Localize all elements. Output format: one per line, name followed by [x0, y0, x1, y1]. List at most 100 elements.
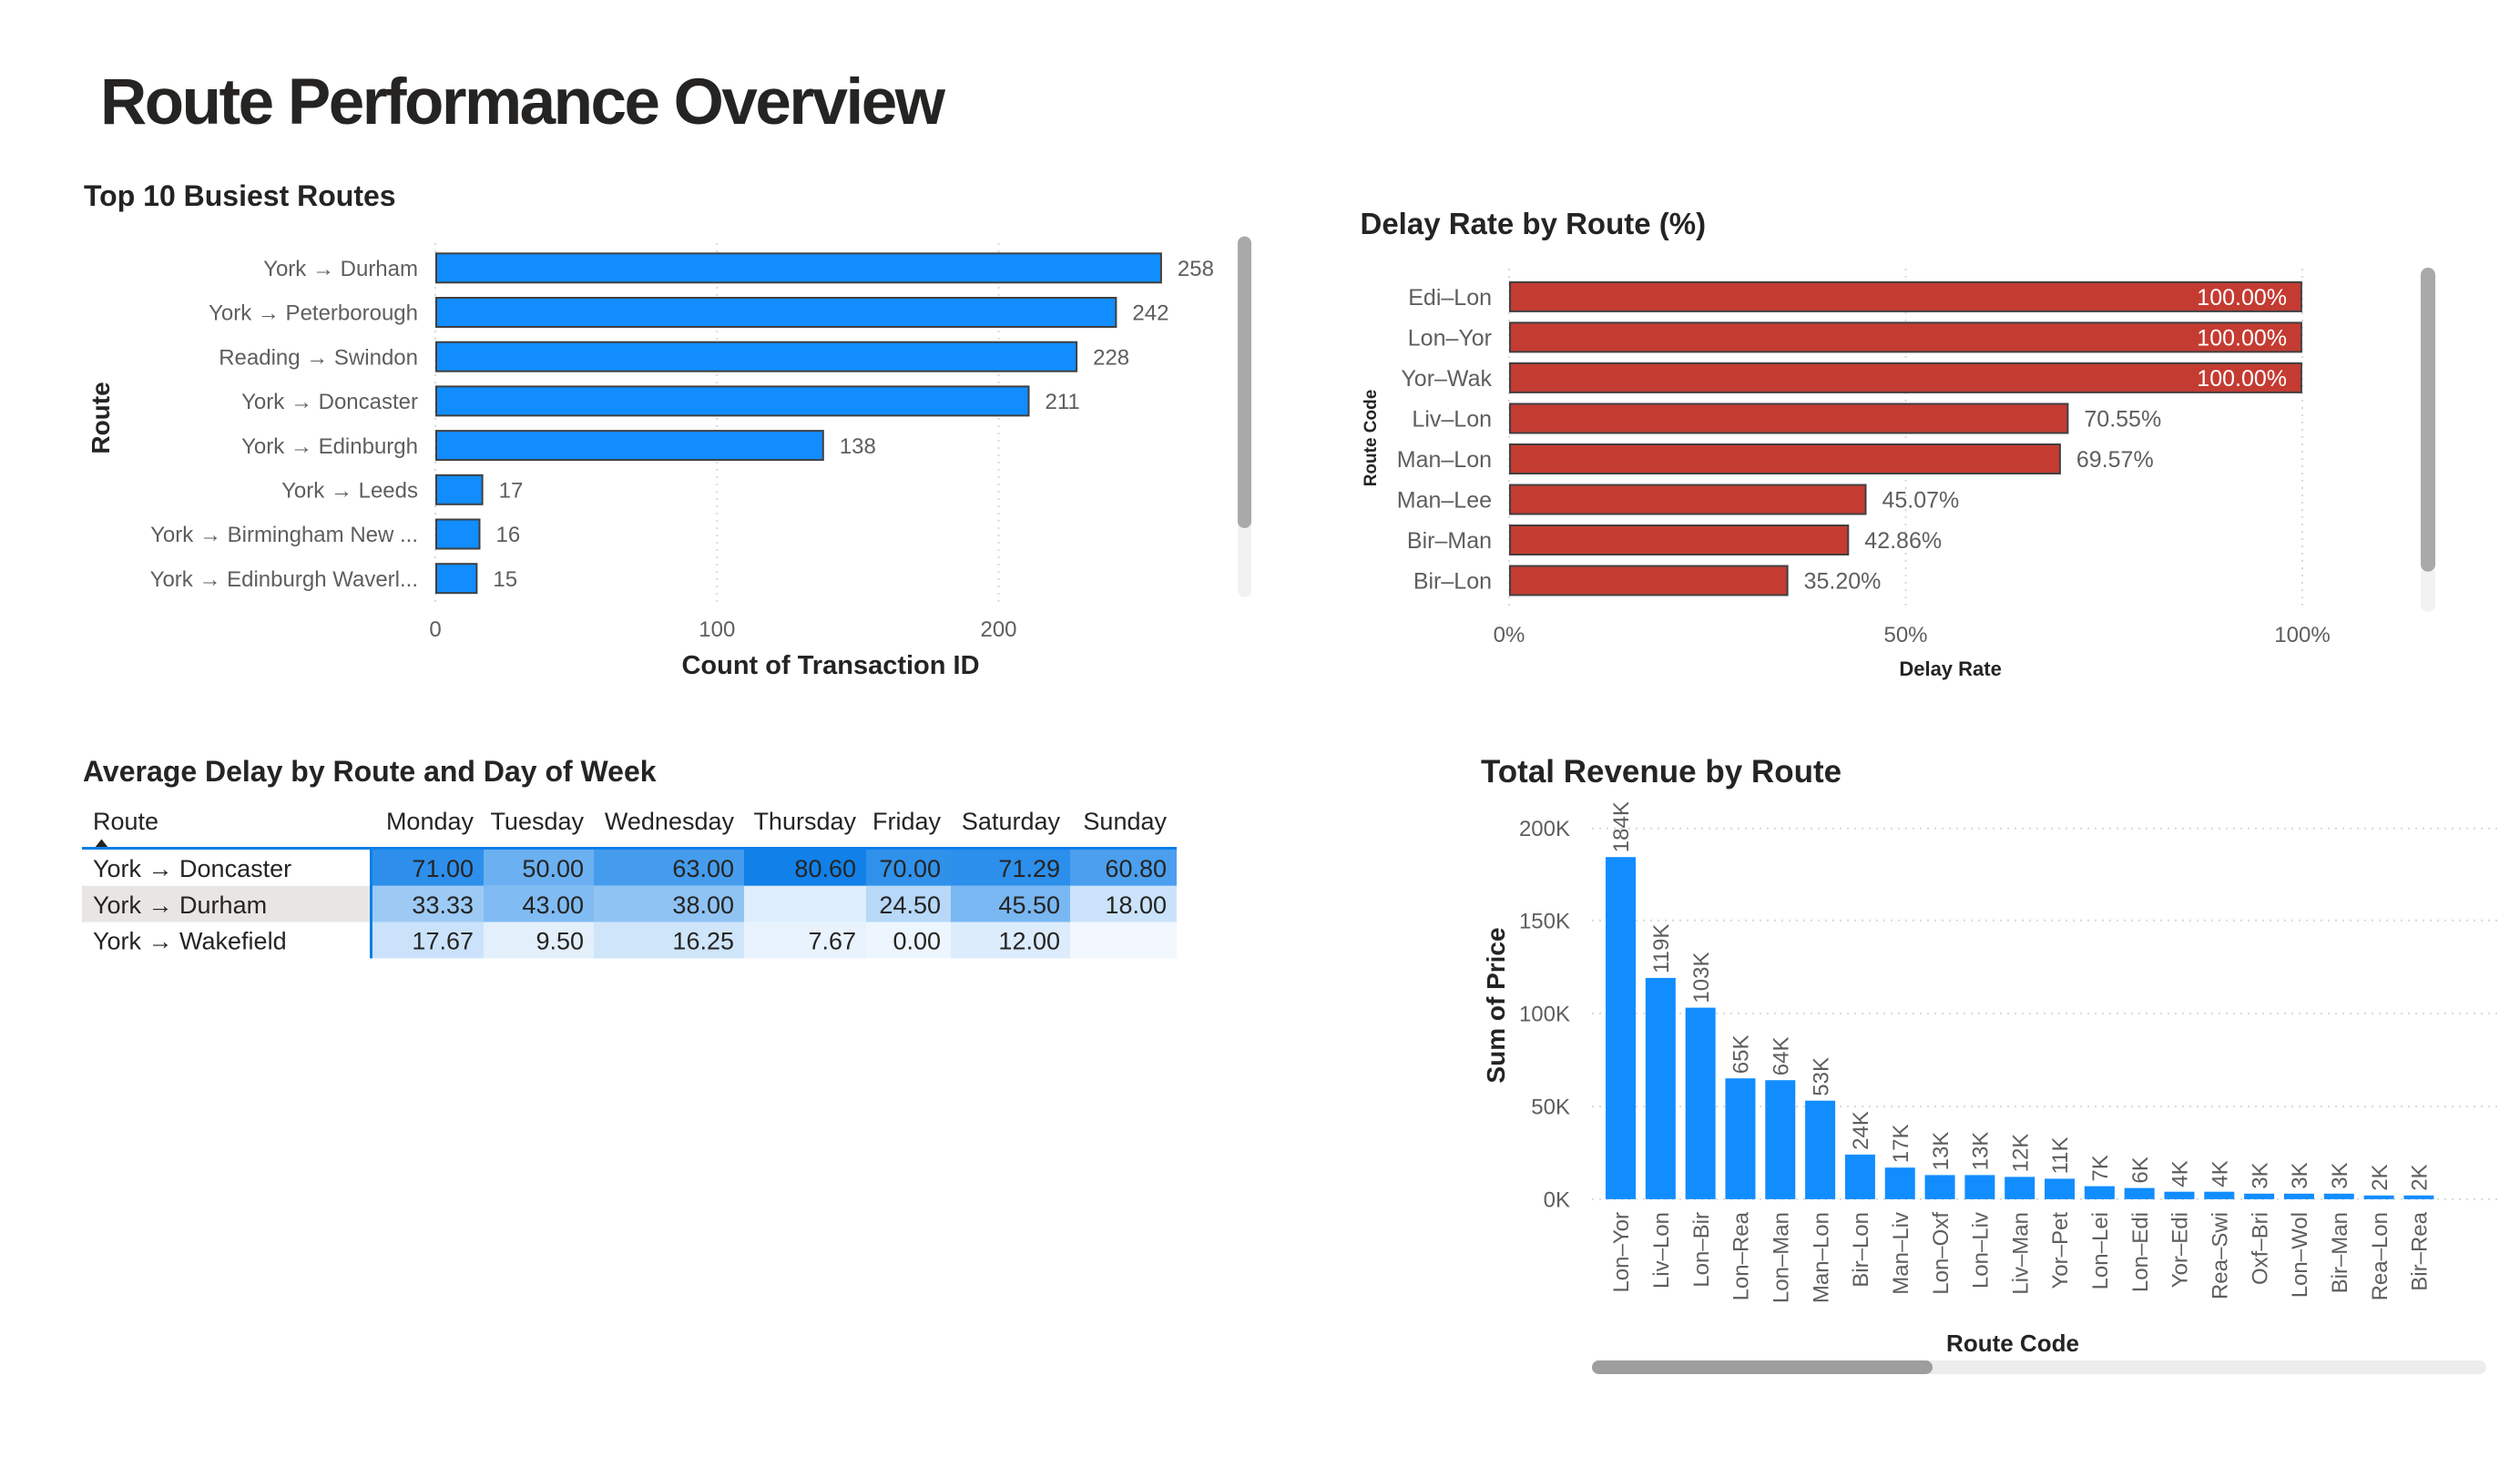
- svg-text:Yor–Wak: Yor–Wak: [1401, 366, 1492, 392]
- svg-text:35.20%: 35.20%: [1804, 569, 1882, 595]
- svg-text:Route: Route: [87, 382, 115, 453]
- svg-text:Lon–Yor: Lon–Yor: [1408, 325, 1492, 351]
- svg-text:69.57%: 69.57%: [2076, 447, 2154, 473]
- svg-text:Total Revenue by Route: Total Revenue by Route: [1481, 754, 1842, 790]
- svg-text:11K: 11K: [2048, 1136, 2073, 1174]
- svg-text:15: 15: [493, 567, 517, 592]
- svg-text:7.67: 7.67: [808, 928, 856, 955]
- svg-text:Lon–Edi: Lon–Edi: [2128, 1212, 2153, 1292]
- svg-text:Thursday: Thursday: [753, 808, 856, 835]
- svg-text:Rea–Lon: Rea–Lon: [2368, 1212, 2392, 1300]
- svg-text:Rea–Swi: Rea–Swi: [2209, 1212, 2233, 1299]
- svg-text:York → Leeds: York → Leeds: [281, 479, 418, 504]
- svg-text:York → Durham: York → Durham: [93, 892, 267, 919]
- svg-text:3K: 3K: [2248, 1162, 2272, 1188]
- svg-text:4K: 4K: [2168, 1160, 2193, 1187]
- svg-text:York → Edinburgh: York → Edinburgh: [241, 434, 418, 459]
- svg-text:63.00: 63.00: [672, 855, 734, 882]
- svg-text:Lon–Bir: Lon–Bir: [1689, 1212, 1714, 1288]
- svg-text:Count of Transaction ID: Count of Transaction ID: [681, 651, 979, 680]
- svg-text:6K: 6K: [2128, 1156, 2153, 1183]
- svg-text:Route Performance Overview: Route Performance Overview: [100, 66, 946, 138]
- svg-text:Delay Rate by Route (%): Delay Rate by Route (%): [1361, 207, 1707, 240]
- svg-text:Lon–Liv: Lon–Liv: [1969, 1212, 1994, 1289]
- svg-text:18.00: 18.00: [1105, 892, 1167, 919]
- svg-text:Lon–Rea: Lon–Rea: [1729, 1211, 1754, 1300]
- svg-text:228: 228: [1093, 345, 1129, 370]
- svg-text:Reading → Swindon: Reading → Swindon: [219, 345, 418, 370]
- svg-text:100: 100: [699, 617, 735, 642]
- svg-text:100.00%: 100.00%: [2197, 325, 2287, 351]
- svg-text:Lon–Oxf: Lon–Oxf: [1929, 1212, 1954, 1295]
- svg-text:150K: 150K: [1519, 909, 1570, 933]
- svg-text:119K: 119K: [1649, 924, 1674, 973]
- svg-text:100%: 100%: [2274, 623, 2330, 647]
- svg-text:9.50: 9.50: [536, 928, 584, 955]
- svg-text:50%: 50%: [1883, 623, 1927, 647]
- svg-text:17: 17: [499, 479, 524, 504]
- svg-text:80.60: 80.60: [794, 855, 856, 882]
- svg-text:Man–Lon: Man–Lon: [1397, 447, 1492, 473]
- svg-text:211: 211: [1046, 390, 1080, 414]
- svg-text:Route: Route: [93, 808, 158, 835]
- svg-text:Bir–Man: Bir–Man: [2328, 1212, 2352, 1293]
- svg-text:2K: 2K: [2368, 1164, 2392, 1190]
- svg-text:0K: 0K: [1544, 1187, 1570, 1212]
- svg-text:4K: 4K: [2209, 1160, 2233, 1187]
- svg-text:138: 138: [840, 434, 876, 459]
- svg-text:64K: 64K: [1770, 1036, 1794, 1075]
- svg-text:7K: 7K: [2088, 1155, 2113, 1181]
- svg-text:Liv–Man: Liv–Man: [2008, 1212, 2033, 1295]
- svg-text:Average Delay by Route and Day: Average Delay by Route and Day of Week: [83, 755, 657, 788]
- svg-text:Lon–Wol: Lon–Wol: [2288, 1212, 2312, 1298]
- svg-text:Bir–Man: Bir–Man: [1407, 528, 1492, 554]
- svg-text:Liv–Lon: Liv–Lon: [1412, 407, 1492, 433]
- svg-text:Sunday: Sunday: [1083, 808, 1167, 835]
- svg-text:Bir–Lon: Bir–Lon: [1849, 1212, 1873, 1288]
- svg-text:2K: 2K: [2408, 1164, 2433, 1190]
- svg-text:33.33: 33.33: [412, 892, 474, 919]
- svg-text:45.07%: 45.07%: [1882, 488, 1960, 514]
- svg-text:12.00: 12.00: [998, 928, 1060, 955]
- svg-text:Man–Liv: Man–Liv: [1889, 1212, 1913, 1295]
- svg-text:Liv–Lon: Liv–Lon: [1649, 1212, 1674, 1289]
- svg-text:24K: 24K: [1849, 1111, 1873, 1150]
- svg-text:242: 242: [1132, 301, 1168, 326]
- svg-text:Oxf–Bri: Oxf–Bri: [2248, 1212, 2272, 1285]
- svg-text:71.29: 71.29: [998, 855, 1060, 882]
- svg-text:184K: 184K: [1609, 801, 1634, 852]
- svg-text:Route Code: Route Code: [1946, 1330, 2079, 1357]
- svg-text:Delay Rate: Delay Rate: [1899, 657, 2002, 680]
- svg-text:70.00: 70.00: [879, 855, 941, 882]
- svg-text:200: 200: [980, 617, 1016, 642]
- svg-text:43.00: 43.00: [522, 892, 584, 919]
- svg-text:3K: 3K: [2328, 1162, 2352, 1188]
- svg-text:70.55%: 70.55%: [2084, 407, 2161, 433]
- svg-text:100K: 100K: [1519, 1002, 1570, 1026]
- svg-text:71.00: 71.00: [412, 855, 474, 882]
- svg-text:103K: 103K: [1689, 953, 1714, 1004]
- svg-text:53K: 53K: [1809, 1057, 1833, 1096]
- svg-text:Sum of Price: Sum of Price: [1482, 927, 1510, 1083]
- svg-text:Man–Lee: Man–Lee: [1397, 488, 1492, 514]
- svg-text:Top 10 Busiest Routes: Top 10 Busiest Routes: [84, 179, 396, 212]
- svg-text:Wednesday: Wednesday: [605, 808, 735, 835]
- svg-text:17K: 17K: [1889, 1124, 1913, 1163]
- svg-text:50K: 50K: [1531, 1095, 1570, 1120]
- svg-text:Saturday: Saturday: [962, 808, 1061, 835]
- svg-text:17.67: 17.67: [412, 928, 474, 955]
- svg-text:16.25: 16.25: [672, 928, 734, 955]
- svg-text:York → Doncaster: York → Doncaster: [241, 390, 418, 414]
- svg-text:Friday: Friday: [872, 808, 942, 835]
- svg-text:24.50: 24.50: [879, 892, 941, 919]
- svg-text:0.00: 0.00: [893, 928, 941, 955]
- svg-text:York → Edinburgh Waverl...: York → Edinburgh Waverl...: [150, 567, 418, 592]
- svg-text:Lon–Yor: Lon–Yor: [1609, 1212, 1634, 1293]
- svg-text:York → Birmingham New ...: York → Birmingham New ...: [150, 523, 418, 547]
- svg-text:York → Doncaster: York → Doncaster: [93, 855, 291, 882]
- svg-text:Route Code: Route Code: [1362, 390, 1381, 487]
- svg-text:Yor–Pet: Yor–Pet: [2048, 1212, 2073, 1289]
- svg-text:Man–Lon: Man–Lon: [1809, 1212, 1833, 1303]
- svg-text:Bir–Lon: Bir–Lon: [1413, 569, 1492, 595]
- svg-text:12K: 12K: [2008, 1134, 2033, 1173]
